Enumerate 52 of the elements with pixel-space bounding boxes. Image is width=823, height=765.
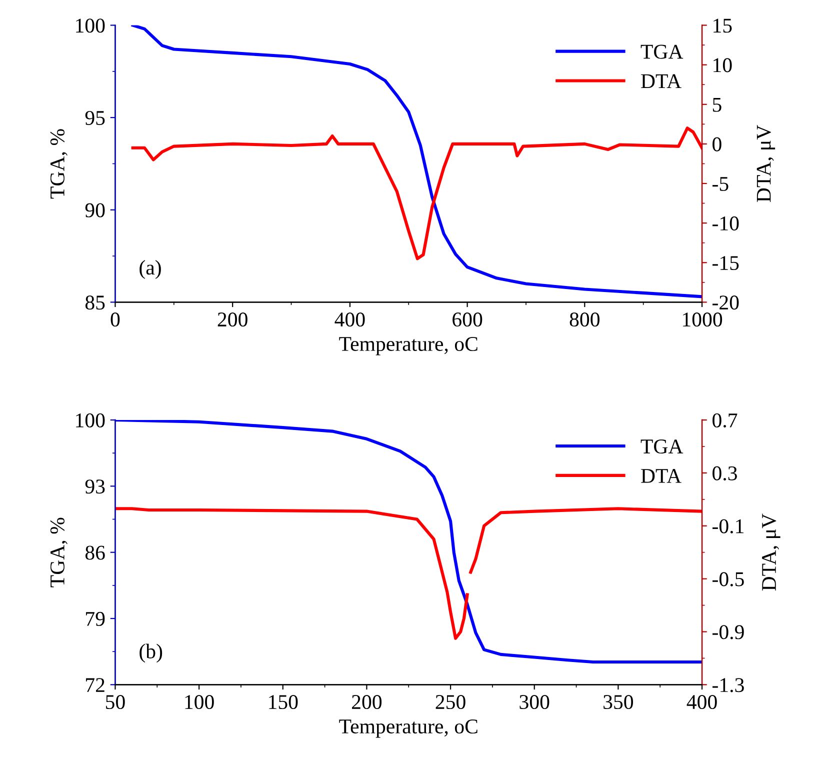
x-tick-label: 400 [686, 695, 717, 710]
y-tick-label: 79 [86, 612, 105, 626]
y-tick-label: 93 [85, 480, 105, 494]
y2-tick-label: -0.5 [712, 572, 744, 586]
x-tick-label: 600 [452, 312, 482, 327]
y2-tick-label: 0.7 [712, 413, 738, 428]
y-tick-label: 95 [85, 110, 105, 125]
x-axis-title: Temperature, oC [339, 720, 478, 738]
x-tick-label: 150 [269, 695, 298, 710]
x-tick-label: 350 [604, 695, 634, 710]
x-tick-label: 1000 [683, 312, 722, 327]
y2-tick-label: -10 [712, 216, 739, 230]
x-tick-label: 50 [106, 695, 125, 710]
y2-tick-label: 0.3 [712, 466, 737, 480]
x-tick-label: 200 [352, 695, 382, 710]
y2-tick-label: -0.9 [712, 625, 744, 640]
y2-axis-title: DTA, μV [756, 125, 776, 202]
legend-label: TGA [640, 440, 684, 454]
y2-tick-label: -15 [712, 256, 739, 270]
x-tick-label: 100 [185, 695, 214, 710]
y-axis-title: TGA, % [50, 518, 68, 588]
y-tick-label: 85 [85, 296, 105, 310]
legend-label: TGA [640, 44, 684, 59]
y-tick-label: 90 [85, 203, 105, 218]
y2-tick-label: -5 [712, 177, 728, 191]
y2-axis-title: DTA, μV [762, 514, 780, 591]
x-tick-label: 250 [436, 695, 466, 710]
line-series [131, 126, 702, 260]
legend-label: DTA [641, 74, 682, 88]
line-series [131, 25, 702, 298]
x-tick-label: 200 [218, 312, 248, 327]
y2-tick-label: 0 [712, 137, 722, 152]
y2-tick-label: -0.1 [712, 519, 744, 534]
y2-tick-label: -20 [712, 296, 739, 310]
y2-tick-label: 5 [712, 98, 722, 112]
y-axis-title: TGA, % [50, 129, 68, 199]
x-tick-label: 800 [570, 312, 600, 327]
y-tick-label: 72 [86, 678, 104, 692]
annotation: (a) [140, 260, 161, 279]
x-tick-label: 400 [334, 312, 365, 327]
line-series [115, 420, 702, 664]
y-tick-label: 86 [85, 546, 105, 560]
y-tick-label: 100 [76, 413, 105, 428]
y-tick-label: 100 [76, 18, 105, 33]
y2-tick-label: 15 [714, 18, 732, 33]
x-axis-title: Temperature, oC [339, 337, 478, 356]
x-tick-label: 0 [110, 312, 120, 327]
annotation: (b) [140, 644, 162, 663]
y2-tick-label: -1.3 [712, 678, 744, 692]
x-tick-label: 300 [520, 695, 550, 710]
y2-tick-label: 10 [714, 58, 732, 72]
legend-label: DTA [641, 469, 682, 483]
